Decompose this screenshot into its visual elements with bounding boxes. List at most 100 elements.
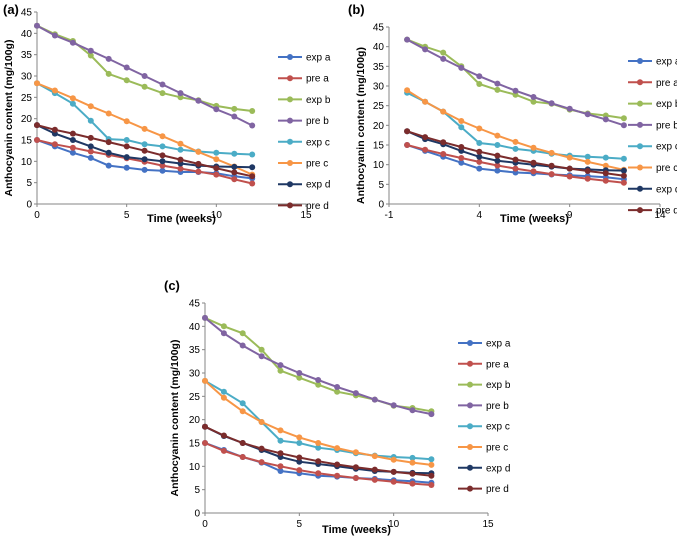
data-point [371, 453, 378, 460]
panel-label: (a) [3, 2, 19, 17]
data-point [141, 147, 148, 154]
x-tick-label: 10 [211, 210, 223, 221]
data-point [249, 151, 256, 158]
legend-marker [467, 423, 473, 430]
y-tick-label: 40 [373, 42, 385, 53]
y-tick-label: 20 [189, 415, 201, 426]
data-point [51, 87, 58, 94]
data-point [239, 400, 246, 407]
x-tick-label: 0 [202, 519, 208, 530]
legend-marker [467, 444, 473, 450]
data-point [51, 141, 58, 148]
data-point [440, 151, 447, 157]
data-point [141, 156, 148, 163]
data-point [548, 100, 555, 107]
data-point [494, 86, 501, 93]
data-point [277, 362, 284, 369]
chart-panel-3: (c) 0 5 10 15 20 25 30 35 40 45 0 5 10 15 Time (weeks) A… [164, 278, 511, 536]
series-line [36, 24, 253, 112]
data-point [220, 394, 227, 401]
data-point [530, 168, 537, 175]
data-point [177, 140, 184, 147]
data-point [584, 153, 591, 160]
legend-marker [287, 138, 293, 145]
data-point [620, 115, 627, 122]
data-point [512, 87, 519, 94]
data-point [428, 456, 435, 463]
data-point [231, 169, 238, 176]
data-point [123, 118, 130, 125]
legend-item: exp b [458, 380, 511, 391]
data-point [390, 468, 397, 475]
data-point [352, 464, 359, 471]
legend-item: pre b [458, 401, 509, 412]
data-point [548, 162, 555, 169]
y-tick-label: 30 [21, 72, 33, 83]
legend-item: pre a [278, 74, 329, 85]
legend-label: exp c [486, 422, 510, 433]
data-point [277, 468, 284, 474]
data-point [141, 125, 148, 132]
legend-label: pre a [486, 359, 509, 370]
legend-item: exp b [628, 99, 677, 110]
data-point [258, 353, 265, 360]
data-point [277, 427, 284, 434]
legend-item: pre c [628, 163, 677, 174]
data-point [512, 156, 519, 163]
data-point [177, 156, 184, 163]
data-point [177, 94, 184, 101]
data-point [296, 458, 303, 465]
series-exp-c [202, 377, 435, 463]
data-point [159, 90, 166, 97]
data-point [202, 377, 208, 384]
data-point [566, 105, 573, 112]
data-point [69, 144, 76, 151]
data-point [494, 167, 501, 174]
data-point [315, 440, 322, 446]
data-point [315, 458, 322, 465]
data-point [494, 132, 501, 139]
data-point [440, 108, 447, 115]
legend-label: exp a [486, 339, 511, 350]
data-point [239, 440, 246, 446]
legend-marker [637, 79, 643, 86]
y-tick-label: 20 [21, 114, 33, 125]
data-point [87, 103, 94, 110]
data-point [213, 156, 220, 163]
series-pre-d [34, 122, 256, 180]
data-point [440, 55, 447, 62]
data-point [123, 77, 130, 84]
data-point [220, 330, 227, 337]
data-point [239, 342, 246, 349]
data-point [390, 402, 397, 409]
y-tick-label: 45 [189, 299, 201, 310]
data-point [87, 117, 94, 124]
data-point [123, 137, 130, 143]
data-point [69, 130, 76, 137]
legend-label: exp d [656, 184, 677, 195]
legend-label: exp d [486, 463, 510, 474]
y-tick-label: 30 [189, 369, 201, 380]
x-tick-label: 10 [388, 519, 400, 530]
legend-label: pre d [656, 206, 677, 217]
data-point [177, 90, 184, 97]
legend-item: exp d [458, 463, 510, 474]
data-point [409, 470, 416, 477]
legend-marker [467, 340, 473, 346]
x-tick-label: 5 [297, 519, 303, 530]
legend-label: exp c [306, 137, 330, 148]
data-point [239, 408, 246, 415]
y-tick-label: 45 [373, 23, 385, 34]
y-tick-label: 10 [189, 462, 201, 473]
data-point [404, 87, 411, 94]
legend-item: exp a [278, 53, 331, 64]
data-point [334, 445, 341, 452]
legend-marker [287, 75, 293, 82]
data-point [371, 476, 378, 483]
y-tick-label: 30 [373, 82, 385, 93]
data-point [428, 472, 435, 479]
data-point [334, 461, 341, 468]
legend-label: pre b [656, 120, 677, 131]
data-point [458, 144, 465, 150]
data-point [334, 388, 341, 395]
